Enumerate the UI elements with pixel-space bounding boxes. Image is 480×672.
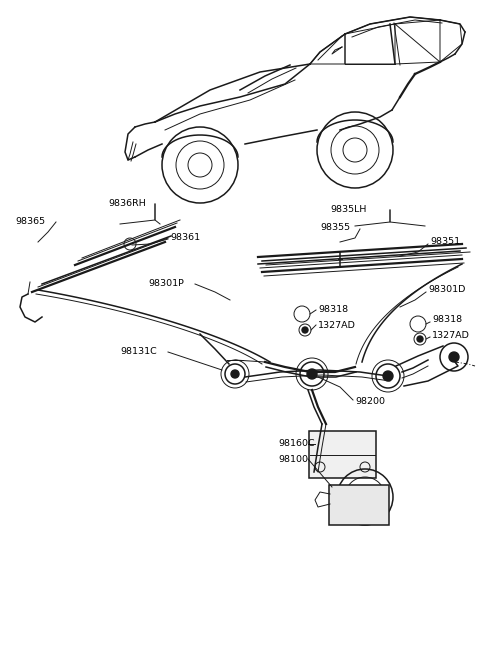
- Text: 98200: 98200: [355, 398, 385, 407]
- Text: 98100: 98100: [278, 454, 308, 464]
- Text: 1327AD: 1327AD: [432, 331, 470, 339]
- Text: 98301P: 98301P: [148, 280, 184, 288]
- Circle shape: [231, 370, 239, 378]
- Text: 98131C: 98131C: [120, 347, 157, 357]
- Text: 98318: 98318: [318, 306, 348, 314]
- Text: 9836RH: 9836RH: [108, 200, 146, 208]
- Text: 98355: 98355: [320, 222, 350, 231]
- Text: 98318: 98318: [432, 315, 462, 325]
- Text: 98160C: 98160C: [278, 439, 314, 448]
- Text: 98351: 98351: [430, 237, 460, 247]
- Circle shape: [302, 327, 308, 333]
- Circle shape: [307, 369, 317, 379]
- Circle shape: [383, 371, 393, 381]
- FancyBboxPatch shape: [309, 431, 376, 478]
- Text: 98301D: 98301D: [428, 286, 466, 294]
- Text: 98365: 98365: [15, 218, 45, 226]
- Text: 9835LH: 9835LH: [330, 206, 366, 214]
- Circle shape: [417, 336, 423, 342]
- FancyBboxPatch shape: [329, 485, 389, 525]
- Circle shape: [449, 352, 459, 362]
- Text: 98361: 98361: [170, 233, 200, 241]
- Text: 1327AD: 1327AD: [318, 321, 356, 329]
